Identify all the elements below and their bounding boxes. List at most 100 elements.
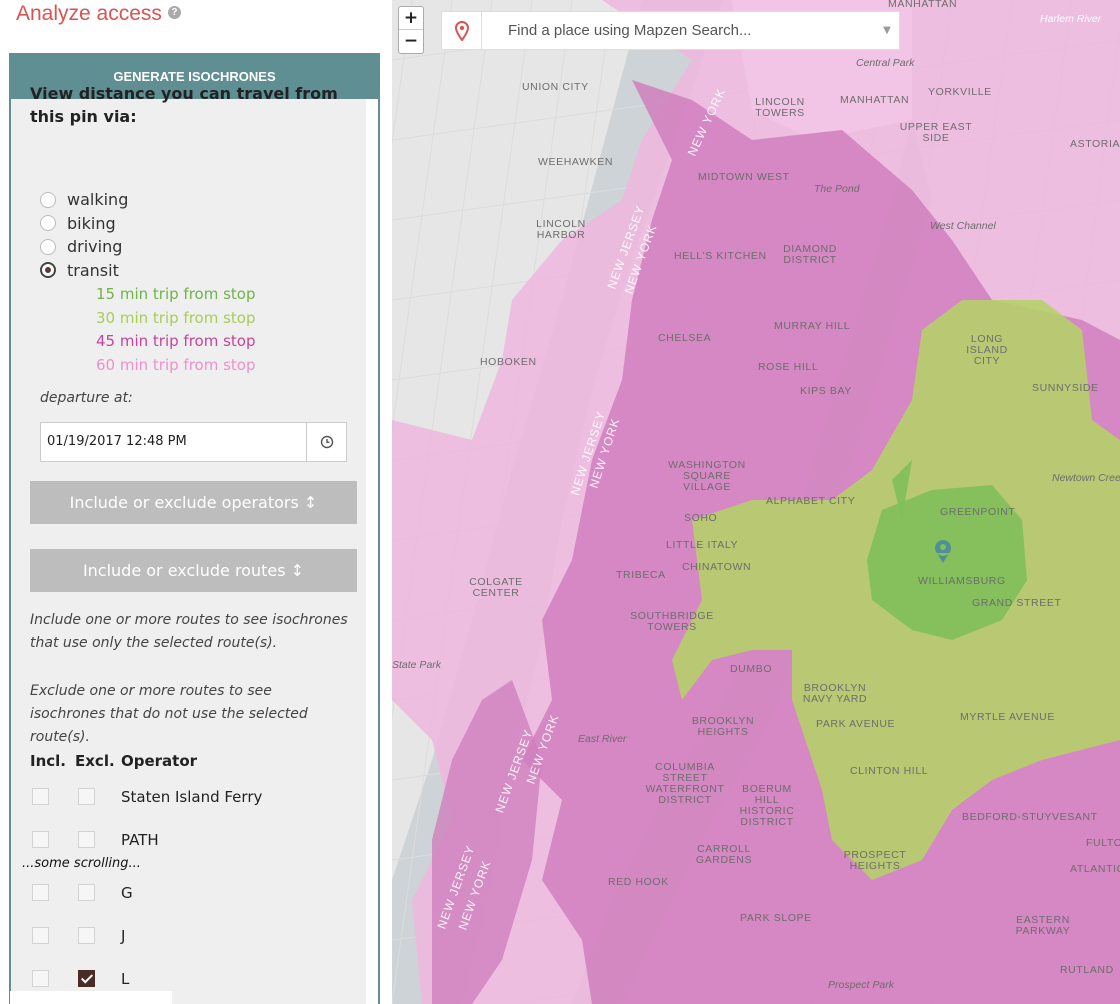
scrollbar[interactable] (366, 99, 378, 1004)
mode-biking[interactable]: biking (40, 212, 128, 236)
table-row: G (30, 882, 350, 904)
include-help-text: Include one or more routes to see isochr… (30, 612, 348, 651)
map-label: CHINATOWN (682, 561, 752, 573)
include-checkbox[interactable] (32, 884, 49, 901)
map-label: YORKVILLE (928, 86, 992, 98)
map-label: DUMBO (730, 663, 773, 675)
map-label: WEEHAWKEN (538, 156, 614, 168)
map-label: BROOKLYN HEIGHTS (691, 715, 755, 738)
map-label: LITTLE ITALY (666, 539, 739, 551)
map-label: UPPER EAST SIDE (899, 121, 973, 144)
map-label: CHELSEA (658, 332, 712, 344)
include-checkbox[interactable] (32, 831, 49, 848)
help-icon[interactable]: ? (167, 5, 181, 19)
mode-label: driving (67, 237, 123, 257)
table-row: L (30, 968, 350, 990)
map-label: SUNNYSIDE (1032, 382, 1099, 394)
mode-walking[interactable]: walking (40, 188, 128, 212)
legend-15-min: 15 min trip from stop (96, 285, 256, 303)
zoom-control: + − (398, 6, 424, 54)
operator-name: G (121, 884, 133, 902)
exclude-help-text: Exclude one or more routes to see isochr… (30, 683, 308, 745)
map-label: WILLIAMSBURG (918, 575, 1006, 587)
map-label: PARK SLOPE (740, 912, 812, 924)
radio-walking[interactable] (40, 191, 56, 208)
location-pin[interactable] (935, 540, 952, 563)
map[interactable]: MANHATTAN Harlem River Central Park UNIO… (392, 0, 1120, 1004)
map-label: KIPS BAY (800, 385, 852, 397)
place-search: ▼ (441, 11, 900, 50)
incl-header: Incl. (30, 752, 66, 770)
chevron-down-icon[interactable]: ▼ (883, 25, 891, 36)
clock-icon (320, 435, 333, 449)
search-input[interactable] (482, 22, 875, 39)
map-label: LINCOLN TOWERS (755, 96, 805, 119)
map-label: West Channel (930, 220, 996, 232)
radio-transit[interactable] (40, 262, 56, 279)
location-pin-icon (935, 540, 952, 563)
map-label: GREENPOINT (940, 506, 1016, 518)
legend-60-min: 60 min trip from stop (96, 355, 256, 374)
map-label: PARK AVENUE (816, 718, 896, 730)
map-label: BOERUM HILL HISTORIC DISTRICT (739, 783, 795, 828)
include-checkbox[interactable] (32, 927, 49, 944)
departure-label: departure at: (40, 390, 133, 406)
mode-label: transit (67, 260, 119, 280)
isochrone-15-min (867, 485, 1027, 640)
map-label: COLUMBIA STREET WATERFRONT DISTRICT (645, 761, 725, 806)
clock-button[interactable] (306, 423, 346, 461)
map-label: LINCOLN HARBOR (536, 218, 586, 241)
exclude-checkbox[interactable] (78, 884, 95, 901)
map-canvas[interactable] (392, 0, 1120, 1004)
map-label: MYRTLE AVENUE (960, 711, 1055, 723)
exclude-checkbox[interactable] (78, 788, 95, 805)
departure-datetime-value[interactable]: 01/19/2017 12:48 PM (47, 434, 187, 449)
departure-datetime-field[interactable]: 01/19/2017 12:48 PM (40, 422, 347, 462)
include-exclude-routes-button[interactable]: Include or exclude routes ↕ (30, 549, 357, 592)
exclude-checkbox[interactable] (78, 970, 95, 987)
map-label: Harlem River (1040, 13, 1102, 25)
map-label: EASTERN PARKWAY (1015, 914, 1071, 937)
map-label: PROSPECT HEIGHTS (843, 849, 907, 872)
operator-name: L (121, 970, 130, 988)
mode-transit[interactable]: transit (40, 259, 128, 283)
app-title-text: Analyze access (16, 2, 162, 25)
map-pin-icon (454, 20, 469, 41)
mode-label: walking (67, 190, 129, 210)
bottom-strip (10, 991, 172, 1004)
isochrone-panel: GENERATE ISOCHRONES (9, 53, 380, 1004)
map-label: State Park (392, 659, 442, 671)
isochrone-legend: 15 min trip from stop 30 min trip from s… (96, 283, 256, 377)
operator-name: J (121, 927, 126, 945)
app-title: Analyze access? (16, 2, 181, 26)
map-label: MIDTOWN WEST (698, 171, 790, 183)
map-label: WASHINGTON SQUARE VILLAGE (668, 459, 746, 493)
exclude-checkbox[interactable] (78, 927, 95, 944)
zoom-out-button[interactable]: − (403, 31, 419, 51)
map-label: BEDFORD-STUYVESANT (962, 811, 1098, 823)
radio-biking[interactable] (40, 215, 56, 232)
include-checkbox[interactable] (32, 788, 49, 805)
radio-driving[interactable] (40, 238, 56, 255)
map-label: SOHO (684, 512, 718, 524)
exclude-checkbox[interactable] (78, 831, 95, 848)
map-label: ALPHABET CITY (766, 495, 856, 507)
legend-30-min: 30 min trip from stop (96, 308, 256, 327)
map-label: ROSE HILL (758, 361, 819, 373)
include-checkbox[interactable] (32, 970, 49, 987)
search-pin-button[interactable] (442, 12, 482, 49)
isochrone-45-min-west (432, 680, 542, 1004)
include-exclude-operators-button[interactable]: Include or exclude operators ↕ (30, 481, 357, 524)
travel-mode-radio-group: walking biking driving transit (40, 188, 128, 282)
mode-label: biking (67, 213, 116, 233)
mode-driving[interactable]: driving (40, 235, 128, 259)
zoom-in-button[interactable]: + (399, 7, 423, 30)
isochrone-15-min-tip (892, 460, 912, 520)
panel-header[interactable]: GENERATE ISOCHRONES (11, 55, 378, 99)
map-label: RUTLAND (1060, 964, 1114, 976)
table-row: Staten Island Ferry (30, 786, 350, 808)
map-label: East River (578, 733, 627, 745)
map-label: COLGATE CENTER (469, 576, 523, 599)
map-label: Newtown Creek (1052, 472, 1120, 484)
